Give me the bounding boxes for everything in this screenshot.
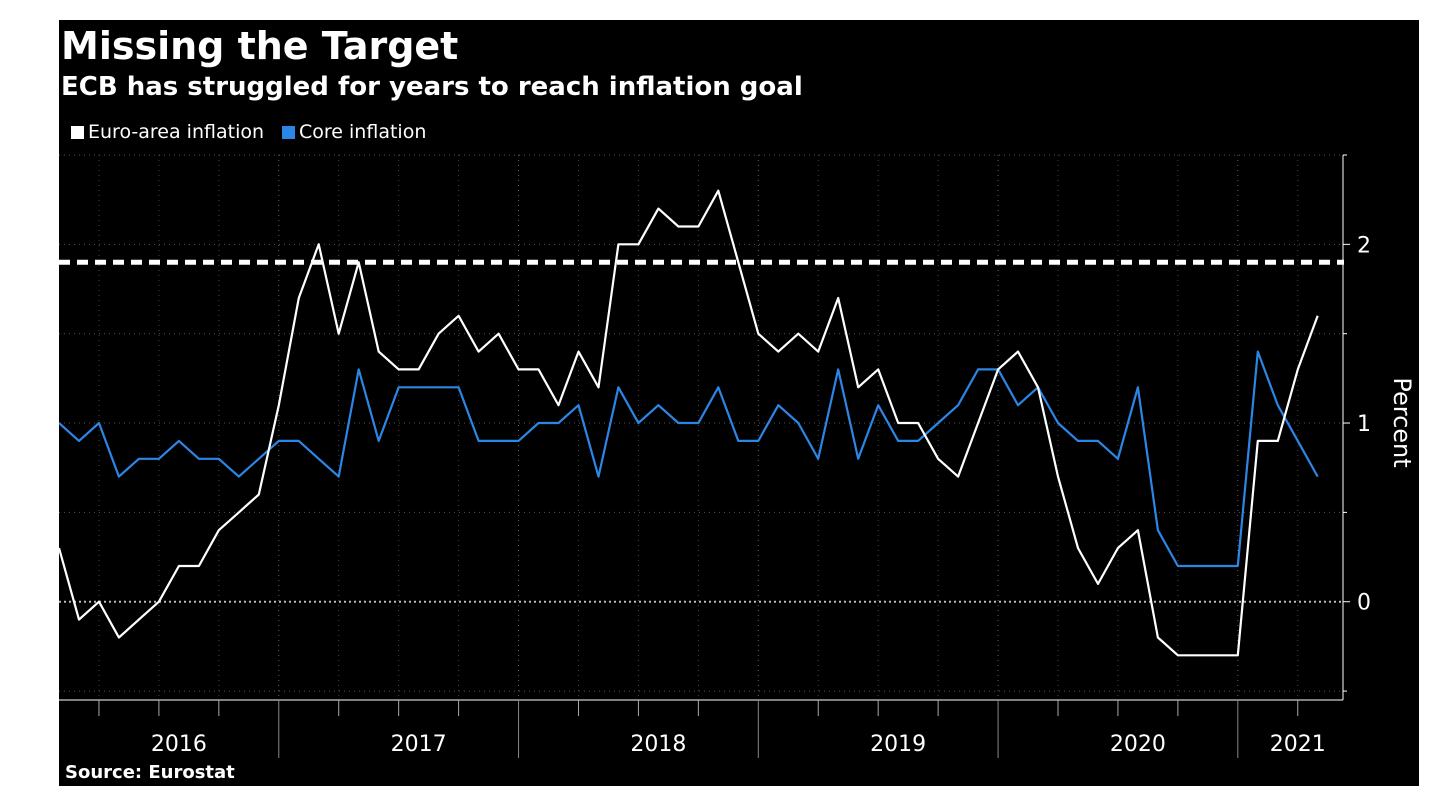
legend-item-euro-area: Euro-area inflation <box>71 121 264 143</box>
x-tick-label: 2021 <box>1270 732 1326 757</box>
x-tick-label: 2018 <box>630 732 686 757</box>
y-tick-label: 1 <box>1357 412 1371 437</box>
legend: Euro-area inflation Core inflation <box>71 121 426 143</box>
line-chart: 2016 2017 2018 2019 2020 2021 0 1 2 Percent <box>59 154 1416 758</box>
legend-label-euro-area: Euro-area inflation <box>88 121 265 143</box>
legend-swatch-euro-area <box>71 125 84 139</box>
x-tick-label: 2019 <box>870 732 926 757</box>
y-tick-label: 0 <box>1357 591 1371 616</box>
legend-item-core: Core inflation <box>282 121 426 143</box>
chart-panel: Missing the Target ECB has struggled for… <box>59 20 1419 786</box>
y-axis-label: Percent <box>1388 377 1416 467</box>
chart-subtitle: ECB has struggled for years to reach inf… <box>61 72 803 102</box>
y-tick-label: 2 <box>1357 233 1371 258</box>
series-line-core <box>59 350 1319 568</box>
legend-label-core: Core inflation <box>299 121 427 143</box>
chart-title: Missing the Target <box>61 24 459 68</box>
legend-swatch-core <box>282 125 296 139</box>
x-tick-label: 2016 <box>151 732 207 757</box>
x-tick-label: 2017 <box>391 732 447 757</box>
source-note: Source: Eurostat <box>65 762 235 783</box>
x-tick-label: 2020 <box>1110 732 1166 757</box>
series-line-euro-area <box>59 189 1319 657</box>
